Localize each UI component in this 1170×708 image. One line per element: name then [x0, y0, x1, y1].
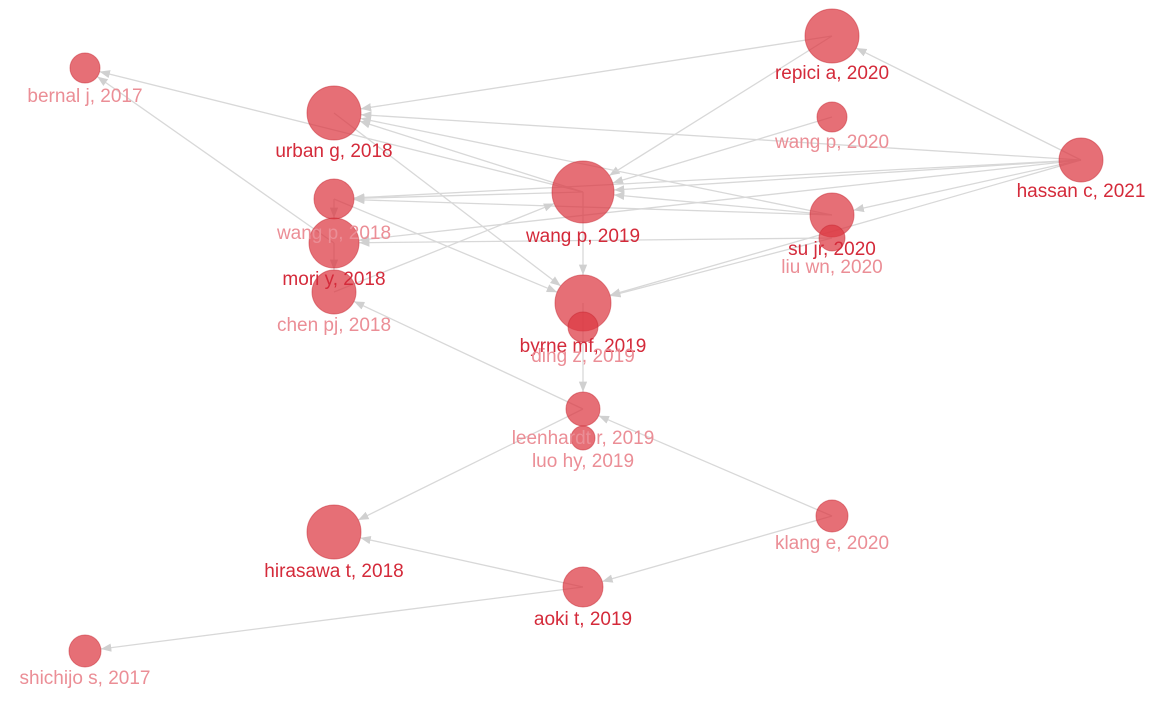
- node-label: leenhardt r, 2019: [512, 428, 655, 449]
- node: [570, 425, 596, 451]
- node: [551, 160, 615, 224]
- node: [804, 8, 860, 64]
- labels: bernal j, 2017 urban g, 2018 repici a, 202…: [20, 63, 1146, 689]
- node-label: luo hy, 2019: [532, 451, 634, 472]
- node: [567, 311, 599, 343]
- node-label: su jr, 2020: [788, 239, 876, 260]
- edge: [353, 191, 584, 203]
- edge: [333, 112, 562, 287]
- node: [308, 217, 360, 269]
- node: [815, 499, 849, 533]
- edge: [100, 586, 584, 652]
- node: [69, 52, 101, 84]
- node: [306, 85, 362, 141]
- nodes: [68, 8, 1104, 668]
- node: [68, 634, 102, 668]
- node: [816, 101, 848, 133]
- edge: [353, 159, 1082, 202]
- edge: [358, 159, 1082, 244]
- node-label: wang p, 2020: [774, 132, 889, 153]
- node: [1058, 137, 1104, 183]
- edge: [360, 111, 1082, 161]
- edge: [609, 237, 833, 298]
- node: [818, 224, 846, 252]
- node-label: chen pj, 2018: [277, 315, 391, 336]
- edge: [357, 408, 584, 521]
- edge: [353, 300, 584, 410]
- edge: [612, 116, 833, 185]
- node-label: aoki t, 2019: [534, 609, 632, 630]
- edges: [96, 35, 1082, 652]
- node-label: ding z, 2019: [531, 346, 635, 367]
- edge: [333, 198, 558, 293]
- node-label: hassan c, 2021: [1017, 181, 1146, 202]
- node-label: urban g, 2018: [275, 141, 392, 162]
- node-label: liu wn, 2020: [781, 257, 882, 278]
- node-label: wang p, 2018: [276, 223, 391, 244]
- node-label: shichijo s, 2017: [20, 668, 151, 689]
- edge: [598, 415, 833, 517]
- edge: [359, 120, 584, 193]
- node: [565, 391, 601, 427]
- node: [311, 269, 357, 315]
- edge: [333, 202, 555, 293]
- edge: [602, 515, 833, 583]
- edge: [360, 35, 833, 112]
- node-label: bernal j, 2017: [27, 86, 142, 107]
- edge: [360, 536, 584, 588]
- edge: [608, 35, 833, 177]
- node-label: repici a, 2020: [775, 63, 889, 84]
- node: [306, 504, 362, 560]
- node-label: hirasawa t, 2018: [264, 561, 403, 582]
- edge: [96, 76, 335, 244]
- edge: [855, 47, 1082, 161]
- edge: [613, 191, 833, 216]
- node: [313, 178, 355, 220]
- node-label: byrne mf, 2019: [520, 336, 647, 357]
- node: [562, 566, 604, 608]
- node-label: wang p, 2019: [525, 226, 640, 247]
- node-label: mori y, 2018: [282, 269, 385, 290]
- edge: [613, 159, 1082, 194]
- node-label: klang e, 2020: [775, 533, 889, 554]
- edge: [853, 159, 1082, 213]
